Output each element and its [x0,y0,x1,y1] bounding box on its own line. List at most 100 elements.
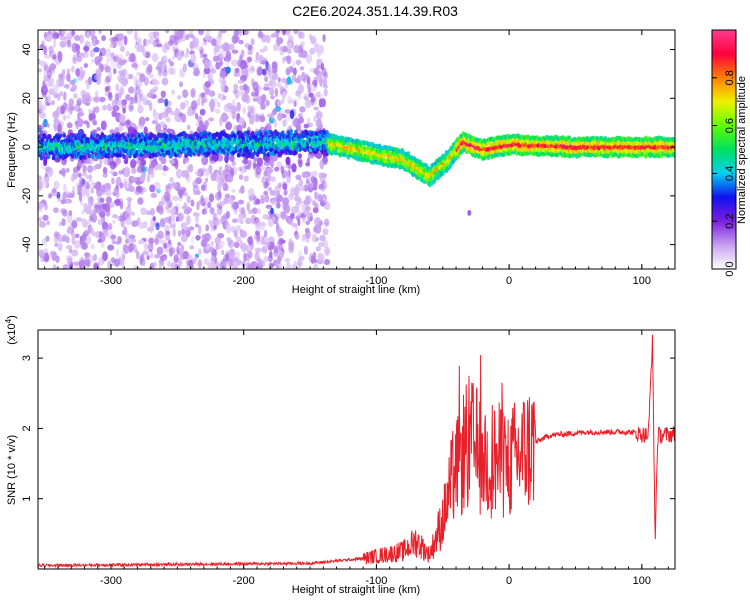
heatmap-cell [220,83,225,93]
heatmap-cell [166,260,172,268]
heatmap-cell [182,63,188,73]
heatmap-cell [287,95,292,105]
heatmap-cell [299,66,305,71]
heatmap-cell [245,261,251,269]
heatmap-cell [238,166,242,172]
heatmap-cell [265,34,271,44]
heatmap-cell [198,30,204,36]
heatmap-cell [265,241,272,248]
heatmap-cell [201,234,206,240]
heatmap-cell [152,31,160,37]
heatmap-cell [231,226,236,233]
heatmap-cell [138,120,145,129]
heatmap-cell [267,187,273,192]
heatmap-cell [297,158,303,165]
heatmap-cell [59,91,63,97]
heatmap-cell [269,190,276,196]
heatmap-cell [270,33,276,38]
heatmap-cell [104,91,109,97]
heatmap-cell [113,187,118,194]
heatmap-cell [170,262,177,269]
heatmap-cell [200,194,204,203]
heatmap-cell [48,45,54,52]
heatmap-cell [102,251,108,262]
heatmap-cell [244,85,250,94]
heatmap-cell [78,172,82,178]
heatmap-cell [62,114,67,121]
heatmap-cell [260,198,265,204]
heatmap-cell [303,245,308,255]
heatmap-cell [255,198,261,205]
heatmap-cell [104,65,111,73]
heatmap-cell [46,167,54,178]
heatmap-cell [283,190,288,196]
heatmap-cell [233,30,240,36]
heatmap-cell [102,166,108,175]
heatmap-cell [178,81,184,88]
heatmap-cell [123,181,128,189]
heatmap-cell [136,37,142,44]
heatmap-cell [71,249,79,257]
heatmap-cell [78,52,86,58]
heatmap-cell [110,52,115,59]
heatmap-cell [136,250,140,260]
heatmap-cell [272,108,277,116]
heatmap-cell [297,218,301,227]
heatmap-cell [149,184,156,193]
heatmap-cell [232,89,238,95]
heatmap-cell [92,96,99,102]
heatmap-cell [221,265,225,269]
heatmap-cell [277,250,285,260]
heatmap-cell [87,76,92,86]
heatmap-cell [128,242,135,252]
heatmap-cell [231,59,239,67]
heatmap-cell [126,197,133,202]
heatmap-cell [175,52,183,60]
heatmap-cell [122,154,126,160]
heatmap-cell [310,98,314,106]
heatmap-cell [93,47,100,53]
heatmap-cell [110,257,116,263]
heatmap-cell [277,77,281,83]
heatmap-cell [288,193,295,201]
heatmap-cell [222,183,229,192]
heatmap-cell [61,234,67,242]
heatmap-cell [105,196,112,204]
heatmap-cell [171,182,178,188]
heatmap-cell [221,70,226,80]
heatmap-cell [183,192,188,197]
heatmap-cell [245,217,252,224]
heatmap-cell [213,55,220,62]
heatmap-cell [74,240,81,249]
heatmap-cell [284,84,289,89]
heatmap-cell [73,93,78,99]
heatmap-cell [303,96,309,101]
heatmap-cell [287,35,294,43]
heatmap-cell [143,126,148,135]
heatmap-cell [107,260,111,269]
heatmap-cell [262,214,270,220]
heatmap-cell [312,170,318,177]
heatmap-cell [66,122,73,129]
heatmap-cell [244,165,250,170]
heatmap-cell [41,238,47,245]
heatmap-cell [264,156,271,163]
heatmap-cell [163,55,168,61]
heatmap-cell [239,85,244,91]
heatmap-cell [137,100,142,106]
heatmap-cell [203,258,210,265]
heatmap-cell [53,118,60,124]
heatmap-cell [164,98,169,107]
heatmap-cell [271,216,276,222]
heatmap-cell [57,105,61,112]
heatmap-cell [214,108,221,114]
heatmap-cell [320,62,325,71]
heatmap-cell [207,150,211,156]
heatmap-cell [137,197,144,205]
heatmap-cell [157,205,164,214]
heatmap-cell [208,193,215,203]
heatmap-cell [325,130,329,135]
heatmap-cell [44,70,48,79]
heatmap-cell [158,60,164,71]
heatmap-cell [85,95,93,104]
